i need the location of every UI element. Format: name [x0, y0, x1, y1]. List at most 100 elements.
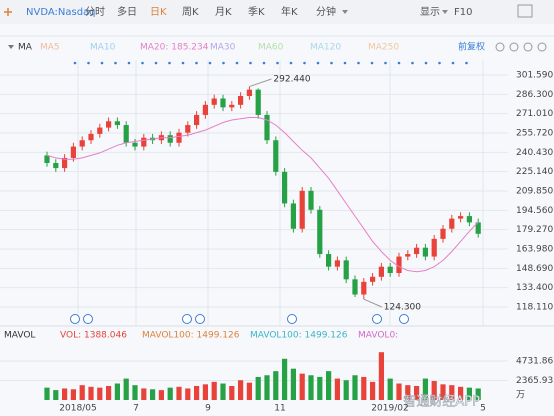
- volume-bar: [132, 385, 138, 400]
- minus-icon[interactable]: [495, 42, 505, 52]
- volume-bar: [440, 384, 446, 400]
- settings-icon[interactable]: [523, 42, 533, 52]
- event-marker: [399, 314, 409, 324]
- candle-body: [79, 140, 85, 147]
- volume-bar: [185, 388, 191, 400]
- y-tick-label: 148.690: [516, 264, 553, 274]
- volume-bar: [44, 387, 50, 400]
- ma-legend-entry: MA120: [310, 43, 341, 53]
- dropdown-icon: [442, 10, 448, 14]
- volume-bar: [466, 387, 472, 400]
- period-tab[interactable]: 季K: [248, 6, 265, 18]
- period-tab[interactable]: 分钟: [316, 5, 336, 18]
- event-dot: [343, 61, 347, 65]
- volume-bar: [167, 387, 173, 400]
- ma20-line: [46, 117, 479, 273]
- vol-tick-label: 4731.862: [516, 357, 554, 367]
- event-dot: [168, 61, 171, 65]
- volume-bar: [317, 376, 323, 400]
- volume-bar: [176, 386, 182, 400]
- x-tick-label: 7: [133, 404, 139, 414]
- period-tab[interactable]: 月K: [215, 6, 232, 18]
- volume-bar: [370, 381, 376, 400]
- candle-body: [299, 190, 305, 229]
- candle-body: [396, 256, 402, 273]
- annotation-leader: [363, 298, 382, 308]
- volume-bar: [282, 358, 288, 400]
- event-dot: [222, 61, 225, 65]
- volume-bar: [141, 388, 147, 400]
- volume-bar: [202, 384, 208, 400]
- ma-legend-entry: MA30: [210, 43, 236, 53]
- volume-bar: [150, 389, 156, 400]
- period-tab[interactable]: 年K: [281, 5, 298, 18]
- event-dot: [357, 61, 360, 65]
- dropdown-icon: [342, 10, 348, 14]
- event-dot: [114, 61, 117, 65]
- candle-body: [449, 218, 455, 229]
- collapse-icon[interactable]: [8, 45, 14, 49]
- candle-body: [167, 135, 173, 143]
- event-dot: [384, 61, 387, 65]
- plus-icon[interactable]: [509, 42, 519, 52]
- candle-body: [194, 114, 200, 126]
- period-tab[interactable]: 周K: [182, 6, 199, 18]
- candle-body: [334, 260, 340, 267]
- period-tab[interactable]: 多日: [117, 5, 137, 18]
- x-tick-label: 11: [274, 404, 285, 414]
- high-annotation: 292.440: [273, 75, 310, 85]
- close-icon[interactable]: [537, 42, 547, 52]
- candle-body: [202, 104, 208, 115]
- volume-bar: [220, 383, 226, 400]
- candle-body: [405, 254, 411, 257]
- candle-body: [229, 104, 235, 108]
- event-dot: [249, 61, 252, 65]
- symbol[interactable]: NVDA:Nasdaq: [26, 7, 96, 18]
- candle-body: [378, 266, 384, 277]
- volume-bar: [449, 385, 455, 400]
- event-dot: [100, 61, 104, 65]
- candle-body: [414, 247, 420, 255]
- candle-body: [282, 171, 288, 204]
- volume-bar: [106, 385, 112, 400]
- candle-body: [317, 209, 323, 255]
- crosshair-icon[interactable]: [4, 8, 12, 16]
- volume-bar: [458, 386, 464, 400]
- volume-bar: [387, 378, 393, 400]
- event-dot: [73, 61, 77, 65]
- volume-bar: [334, 378, 340, 400]
- event-dot: [451, 61, 455, 65]
- toolbar: [0, 0, 554, 24]
- vol-legend-label: MAVOL: [4, 331, 35, 341]
- y-tick-label: 179.270: [516, 225, 553, 235]
- y-tick-label: 133.400: [516, 283, 553, 293]
- f10-button[interactable]: F10: [454, 7, 472, 18]
- event-dot: [262, 61, 266, 65]
- x-tick-label: 9: [205, 404, 211, 414]
- candle-body: [185, 125, 191, 133]
- ma-legend-entry: MA20: 185.234: [140, 43, 209, 53]
- event-dot: [411, 61, 414, 65]
- volume-bar: [422, 378, 428, 400]
- volume-bar: [53, 390, 59, 400]
- ma-legend-entry: MA250: [368, 43, 399, 53]
- candle-body: [361, 281, 367, 295]
- period-tab[interactable]: 日K: [150, 7, 167, 18]
- candle-body: [326, 254, 332, 267]
- candle-body: [238, 95, 244, 105]
- y-tick-label: 286.300: [516, 90, 553, 100]
- fullscreen-icon[interactable]: [517, 4, 533, 18]
- annotation-leader: [249, 78, 272, 88]
- ma-legend-entry: MA5: [40, 43, 60, 53]
- adjust-mode[interactable]: 前复权: [458, 41, 485, 53]
- event-dot: [438, 61, 441, 65]
- period-tab[interactable]: 分时: [85, 6, 105, 18]
- candle-body: [255, 89, 261, 115]
- x-tick-label: 2019/02: [371, 404, 408, 414]
- vol-legend-entry: VOL: 1388.046: [60, 331, 127, 341]
- display-button[interactable]: 显示: [420, 6, 440, 18]
- event-dot: [195, 61, 198, 65]
- candle-body: [264, 114, 270, 141]
- y-tick-label: 301.590: [516, 71, 553, 81]
